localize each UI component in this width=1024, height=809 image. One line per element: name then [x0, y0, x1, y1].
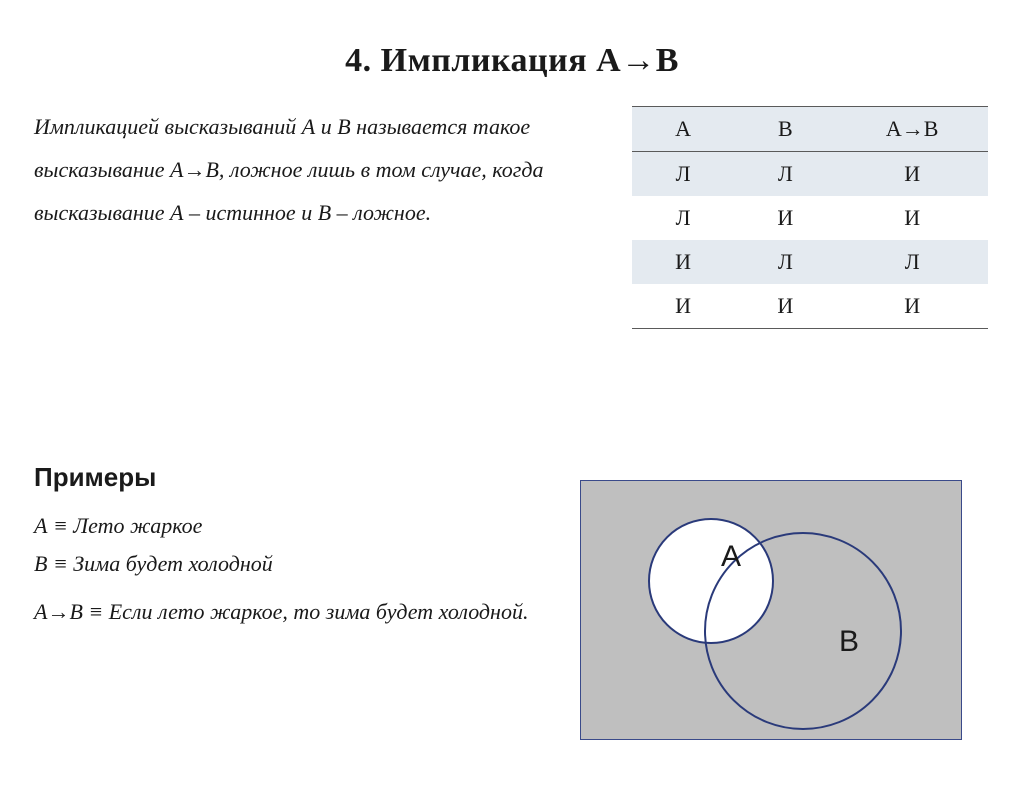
cell: И	[632, 240, 734, 284]
example-line: А→В ≡ Если лето жаркое, то зима будет хо…	[34, 595, 554, 629]
cell: Л	[734, 240, 836, 284]
examples-section: Примеры А ≡ Лето жаркое В ≡ Зима будет х…	[34, 462, 554, 633]
cell: И	[734, 284, 836, 329]
venn-diagram: A B	[580, 480, 962, 740]
cell: Л	[836, 240, 988, 284]
examples-heading: Примеры	[34, 462, 554, 493]
cell: И	[836, 152, 988, 197]
table-row: Л Л И	[632, 152, 988, 197]
cell: И	[632, 284, 734, 329]
venn-svg: A B	[581, 481, 961, 739]
cell: И	[836, 196, 988, 240]
content-row: Импликацией высказываний А и В называетс…	[0, 106, 1024, 329]
truth-table: A B A→B Л Л И Л И И И Л Л И И	[632, 106, 988, 329]
table-row: И Л Л	[632, 240, 988, 284]
table-header-row: A B A→B	[632, 107, 988, 152]
cell: Л	[734, 152, 836, 197]
col-header: B	[734, 107, 836, 152]
col-header: A→B	[836, 107, 988, 152]
cell: Л	[632, 152, 734, 197]
cell: Л	[632, 196, 734, 240]
example-line: А ≡ Лето жаркое	[34, 509, 554, 543]
definition-text: Импликацией высказываний А и В называетс…	[34, 106, 632, 235]
page-title: 4. Импликация A→B	[0, 42, 1024, 80]
cell: И	[734, 196, 836, 240]
venn-label-a: A	[721, 540, 741, 573]
col-header: A	[632, 107, 734, 152]
venn-label-b: B	[839, 625, 859, 658]
example-line: В ≡ Зима будет холодной	[34, 547, 554, 581]
venn-circle-a	[649, 519, 773, 643]
cell: И	[836, 284, 988, 329]
table-row: И И И	[632, 284, 988, 329]
table-row: Л И И	[632, 196, 988, 240]
